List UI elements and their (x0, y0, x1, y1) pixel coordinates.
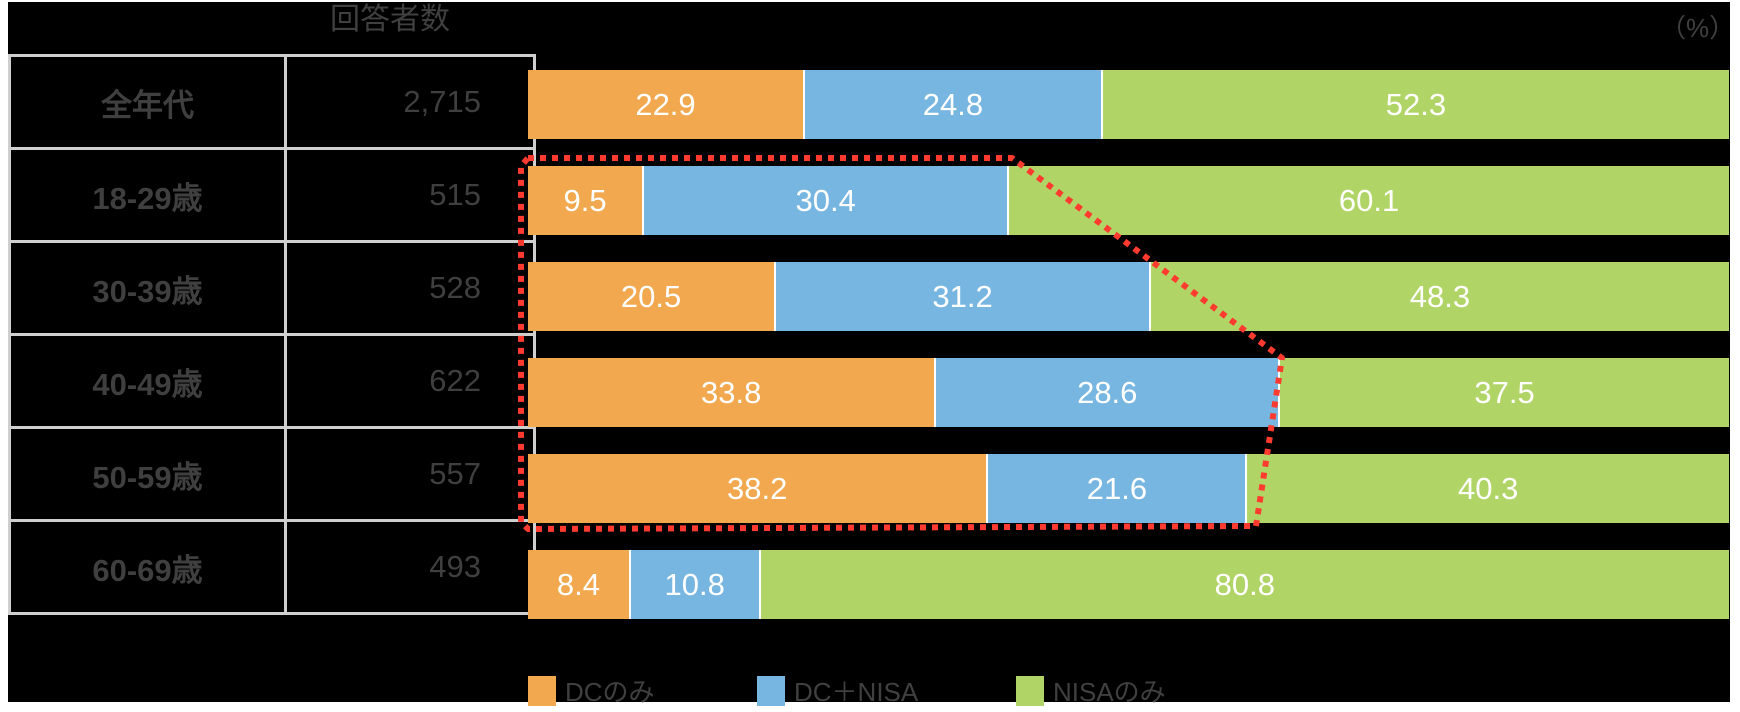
bar-segment: 9.5 (528, 166, 643, 235)
stacked-bar: 8.4 10.8 80.8 (528, 550, 1729, 619)
bar-segment: 31.2 (774, 262, 1149, 331)
stacked-bar: 33.8 28.6 37.5 (528, 358, 1729, 427)
respondent-count: 622 (284, 333, 536, 429)
table-row: 50-59歳 557 (8, 426, 536, 522)
bar-segment: 37.5 (1278, 358, 1729, 427)
legend-swatch-blue (757, 675, 785, 706)
table-row: 30-39歳 528 (8, 240, 536, 336)
bar-segment: 40.3 (1245, 454, 1729, 523)
legend: DCのみ DC＋NISA NISAのみ (528, 672, 1166, 709)
age-group-label: 全年代 (8, 54, 287, 150)
respondent-count: 528 (284, 240, 536, 336)
bar-segment: 8.4 (528, 550, 629, 619)
age-group-label: 50-59歳 (8, 426, 287, 522)
respondent-table: 全年代 2,715 18-29歳 515 30-39歳 528 40-49歳 6… (8, 54, 536, 615)
stacked-bar: 38.2 21.6 40.3 (528, 454, 1729, 523)
bar-segment: 10.8 (628, 550, 759, 619)
respondent-count: 515 (284, 147, 536, 243)
bar-segment: 21.6 (986, 454, 1246, 523)
age-group-label: 30-39歳 (8, 240, 287, 336)
bar-segment: 30.4 (642, 166, 1008, 235)
respondent-count-header: 回答者数 (330, 3, 450, 36)
bar-segment: 60.1 (1007, 166, 1729, 235)
legend-label: DCのみ (565, 677, 655, 707)
bar-segment: 24.8 (803, 70, 1101, 139)
legend-label: NISAのみ (1053, 677, 1166, 707)
bar-segment: 28.6 (934, 358, 1279, 427)
bar-segment: 52.3 (1100, 70, 1729, 139)
table-row: 18-29歳 515 (8, 147, 536, 243)
legend-swatch-green (1016, 675, 1044, 706)
stacked-bar: 9.5 30.4 60.1 (528, 166, 1729, 235)
age-group-label: 18-29歳 (8, 147, 287, 243)
respondent-count: 557 (284, 426, 536, 522)
legend-item-dc-only: DCのみ (528, 672, 757, 709)
bar-segment: 38.2 (528, 454, 987, 523)
legend-item-dc-nisa: DC＋NISA (757, 672, 1016, 709)
legend-label: DC＋NISA (794, 677, 919, 707)
table-row: 60-69歳 493 (8, 519, 536, 615)
unit-label: （%） (1660, 13, 1736, 43)
respondent-count: 2,715 (284, 54, 536, 150)
bar-segment: 80.8 (758, 550, 1729, 619)
table-row: 全年代 2,715 (8, 54, 536, 150)
age-group-label: 40-49歳 (8, 333, 287, 429)
bar-segment: 33.8 (528, 358, 935, 427)
bar-segment: 20.5 (528, 262, 775, 331)
bar-segment: 48.3 (1148, 262, 1729, 331)
stacked-bar: 20.5 31.2 48.3 (528, 262, 1729, 331)
table-row: 40-49歳 622 (8, 333, 536, 429)
age-group-label: 60-69歳 (8, 519, 287, 615)
stacked-bar: 22.9 24.8 52.3 (528, 70, 1729, 139)
bar-segment: 22.9 (528, 70, 804, 139)
legend-item-nisa-only: NISAのみ (1016, 672, 1166, 709)
respondent-count: 493 (284, 519, 536, 615)
legend-swatch-orange (528, 675, 556, 706)
